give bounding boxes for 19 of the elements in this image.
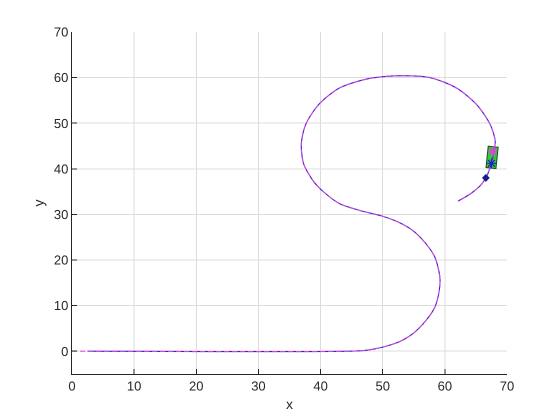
y-axis-title: y [30,200,47,206]
y-tick-label: 40 [54,161,68,176]
x-tick-label: 20 [189,378,204,394]
point [487,146,498,157]
y-tick-label: 0 [61,344,68,359]
x-tick-label: 70 [500,378,514,394]
y-tick-label: 20 [54,252,68,268]
y-tick-label: 50 [54,116,68,131]
x-tick-label: 60 [438,378,452,394]
y-tick-label: 60 [54,70,68,86]
y-tick-label: 30 [54,206,68,222]
x-axis-title: x [286,396,293,412]
y-tick-label: 70 [54,24,68,40]
x-tick-label: 30 [251,378,266,394]
y-tick-label: 10 [54,298,68,314]
x-tick-label: 10 [126,378,142,394]
x-tick-label: 50 [375,378,390,394]
x-tick-label: 40 [313,378,328,394]
point [482,174,490,182]
